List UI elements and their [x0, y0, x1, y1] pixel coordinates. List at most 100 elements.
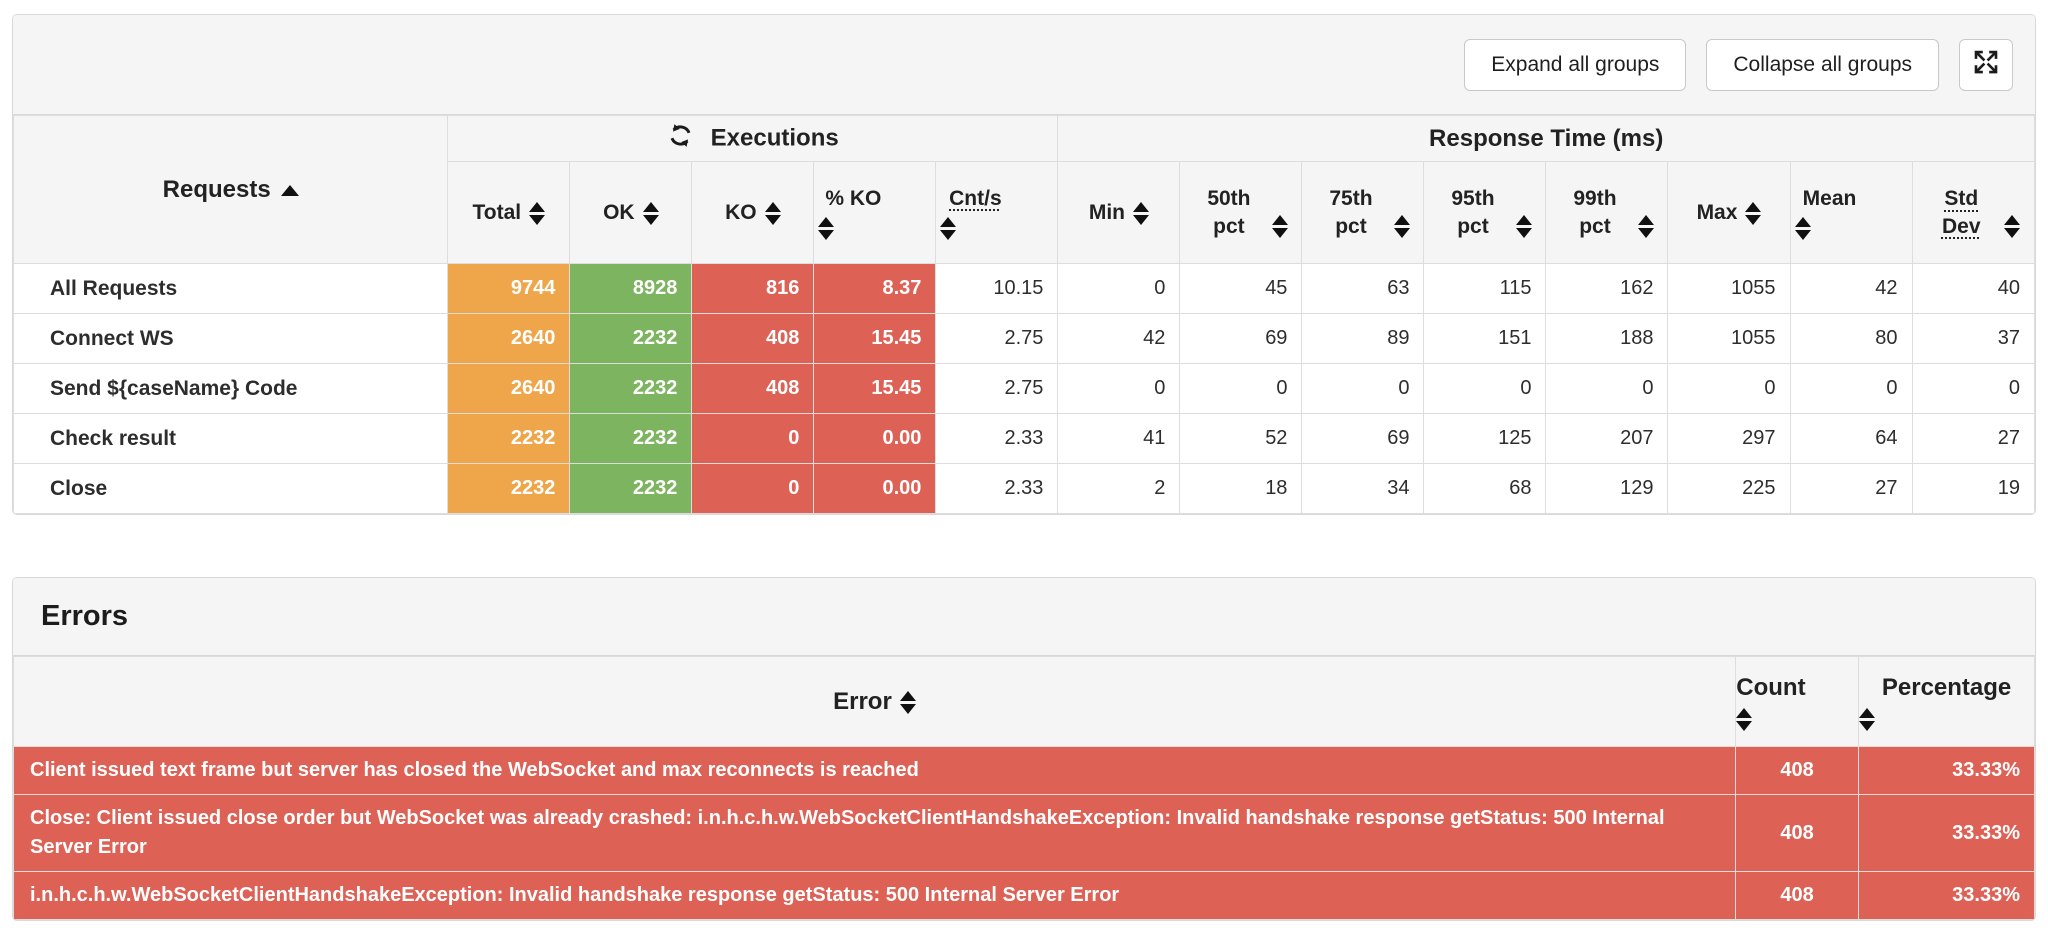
cnt-per-s-cell: 2.33 [935, 413, 1059, 464]
min-cell: 0 [1057, 363, 1181, 414]
column-header-95th-pct[interactable]: 95th pct [1423, 161, 1547, 264]
request-name[interactable]: Check result [13, 413, 449, 464]
cnt-per-s-cell: 2.75 [935, 363, 1059, 414]
p99-cell: 207 [1545, 413, 1669, 464]
sort-icon [642, 201, 659, 225]
sort-icon [1794, 217, 1908, 241]
errors-panel: Errors Error Count Percentage Client iss… [12, 577, 2036, 921]
p50-cell: 52 [1179, 413, 1303, 464]
fullscreen-expand-icon [1971, 47, 2001, 83]
table-row-connect-ws[interactable]: Connect WS 2640 2232 408 15.45 2.75 42 6… [13, 313, 2035, 364]
total-count-cell: 2232 [447, 413, 571, 464]
sort-ascending-icon [280, 184, 299, 196]
group-header-response-time: Response Time (ms) [1057, 115, 2035, 162]
column-header-max[interactable]: Max [1667, 161, 1791, 264]
p75-cell: 89 [1301, 313, 1425, 364]
column-header-99th-pct[interactable]: 99th pct [1545, 161, 1669, 264]
group-header-row: Requests Executions R [13, 115, 2035, 264]
statistics-table: Requests Executions R [13, 115, 2035, 514]
p75-cell: 69 [1301, 413, 1425, 464]
max-cell: 0 [1667, 363, 1791, 414]
p75-cell: 34 [1301, 463, 1425, 514]
max-cell: 1055 [1667, 263, 1791, 314]
request-name[interactable]: All Requests [13, 263, 449, 314]
p99-cell: 0 [1545, 363, 1669, 414]
p50-cell: 69 [1179, 313, 1303, 364]
error-count: 408 [1734, 746, 1860, 795]
error-percentage: 33.33% [1858, 871, 2035, 920]
errors-table: Error Count Percentage Client issued tex… [13, 656, 2035, 920]
stddev-cell: 19 [1911, 463, 2035, 514]
min-cell: 0 [1057, 263, 1181, 314]
cnt-per-s-cell: 10.15 [935, 263, 1059, 314]
response-time-header-label: Response Time (ms) [1429, 124, 1664, 152]
expand-all-groups-button[interactable]: Expand all groups [1464, 38, 1687, 91]
p95-cell: 115 [1423, 263, 1547, 314]
table-row-close[interactable]: Close 2232 2232 0 0.00 2.33 2 18 34 68 1… [13, 463, 2035, 514]
max-cell: 225 [1667, 463, 1791, 514]
p50-cell: 45 [1179, 263, 1303, 314]
errors-header-row: Error Count Percentage [13, 656, 2035, 747]
sort-icon [1735, 708, 1858, 732]
p75-cell: 63 [1301, 263, 1425, 314]
cnt-per-s-cell: 2.75 [935, 313, 1059, 364]
column-header-std-dev[interactable]: Std Dev [1911, 161, 2035, 264]
column-header-cnt-per-s[interactable]: Cnt/s [935, 161, 1059, 264]
table-row-all-requests[interactable]: All Requests 9744 8928 816 8.37 10.15 0 … [13, 263, 2035, 314]
ko-count-cell: 0 [691, 413, 815, 464]
column-header-error[interactable]: Error [13, 656, 1736, 747]
column-header-mean[interactable]: Mean [1789, 161, 1913, 264]
total-count-cell: 2640 [447, 313, 571, 364]
sort-icon [2004, 215, 2021, 239]
sort-icon [818, 217, 931, 241]
column-header-requests[interactable]: Requests [13, 115, 449, 264]
request-name[interactable]: Connect WS [13, 313, 449, 364]
table-row-send-casename-code[interactable]: Send ${caseName} Code 2640 2232 408 15.4… [13, 363, 2035, 414]
ok-count-cell: 2232 [569, 413, 693, 464]
statistics-panel: Expand all groups Collapse all groups [12, 14, 2036, 515]
ko-pct-cell: 8.37 [813, 263, 937, 314]
p95-cell: 0 [1423, 363, 1547, 414]
column-header-total[interactable]: Total [447, 161, 571, 264]
error-count: 408 [1734, 794, 1860, 872]
group-header-executions: Executions [447, 115, 1059, 162]
column-header-min[interactable]: Min [1057, 161, 1181, 264]
column-header-percentage[interactable]: Percentage [1858, 656, 2035, 747]
request-name[interactable]: Close [13, 463, 449, 514]
mean-cell: 64 [1789, 413, 1913, 464]
p99-cell: 188 [1545, 313, 1669, 364]
sub-header-row: Total OK KO % KO Cnt/s Min 50th pct 75th… [14, 161, 2035, 264]
column-header-ok[interactable]: OK [569, 161, 693, 264]
stddev-cell: 0 [1911, 363, 2035, 414]
table-row-check-result[interactable]: Check result 2232 2232 0 0.00 2.33 41 52… [13, 413, 2035, 464]
request-name[interactable]: Send ${caseName} Code [13, 363, 449, 414]
column-header-75th-pct[interactable]: 75th pct [1301, 161, 1425, 264]
column-header-50th-pct[interactable]: 50th pct [1179, 161, 1303, 264]
ok-count-cell: 2232 [569, 363, 693, 414]
max-cell: 1055 [1667, 313, 1791, 364]
ko-pct-cell: 15.45 [813, 363, 937, 414]
error-row: Close: Client issued close order but Web… [13, 794, 2035, 872]
executions-header-label: Executions [710, 123, 839, 151]
column-header-ko[interactable]: KO [691, 161, 815, 264]
column-header-ko-pct[interactable]: % KO [813, 161, 937, 264]
error-row: i.n.h.c.h.w.WebSocketClientHandshakeExce… [13, 871, 2035, 920]
ko-count-cell: 408 [691, 313, 815, 364]
p95-cell: 125 [1423, 413, 1547, 464]
fullscreen-button[interactable] [1959, 38, 2013, 91]
sort-icon [1859, 708, 2034, 732]
min-cell: 41 [1057, 413, 1181, 464]
mean-cell: 0 [1789, 363, 1913, 414]
refresh-cycle-icon [667, 123, 701, 155]
max-cell: 297 [1667, 413, 1791, 464]
error-message: Close: Client issued close order but Web… [13, 794, 1736, 872]
sort-icon [899, 691, 916, 715]
ok-count-cell: 2232 [569, 313, 693, 364]
column-header-count[interactable]: Count [1734, 656, 1860, 747]
p95-cell: 151 [1423, 313, 1547, 364]
ok-count-cell: 2232 [569, 463, 693, 514]
collapse-all-groups-button[interactable]: Collapse all groups [1706, 38, 1939, 91]
cnt-per-s-cell: 2.33 [935, 463, 1059, 514]
stddev-cell: 40 [1911, 263, 2035, 314]
sort-icon [1271, 215, 1288, 239]
